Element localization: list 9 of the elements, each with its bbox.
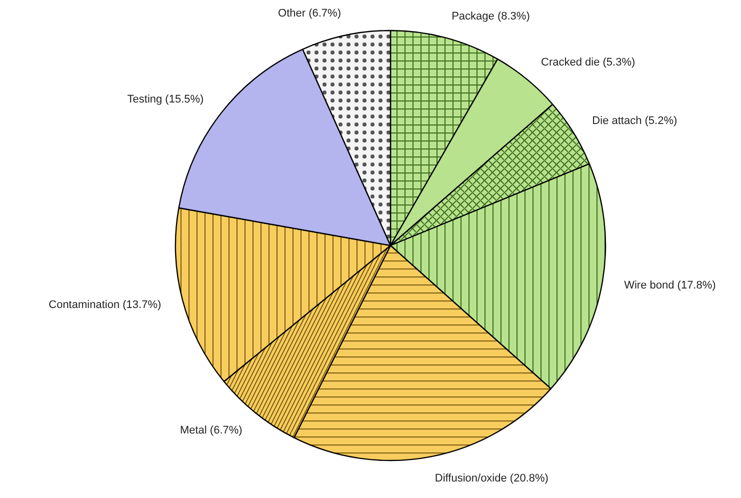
slice-label: Contamination (13.7%) xyxy=(48,299,162,312)
slice-label: Testing (15.5%) xyxy=(127,94,204,106)
slice-label: Metal (6.7%) xyxy=(180,424,242,436)
slice-label: Die attach (5.2%) xyxy=(592,115,678,128)
slice-label: Diffusion/oxide (20.8%) xyxy=(434,472,548,484)
slice-label: Package (8.3%) xyxy=(452,10,530,23)
slice-label: Cracked die (5.3%) xyxy=(540,56,636,68)
slice-label: Wire bond (17.8%) xyxy=(624,280,716,292)
slice-label: Other (6.7%) xyxy=(278,8,341,20)
